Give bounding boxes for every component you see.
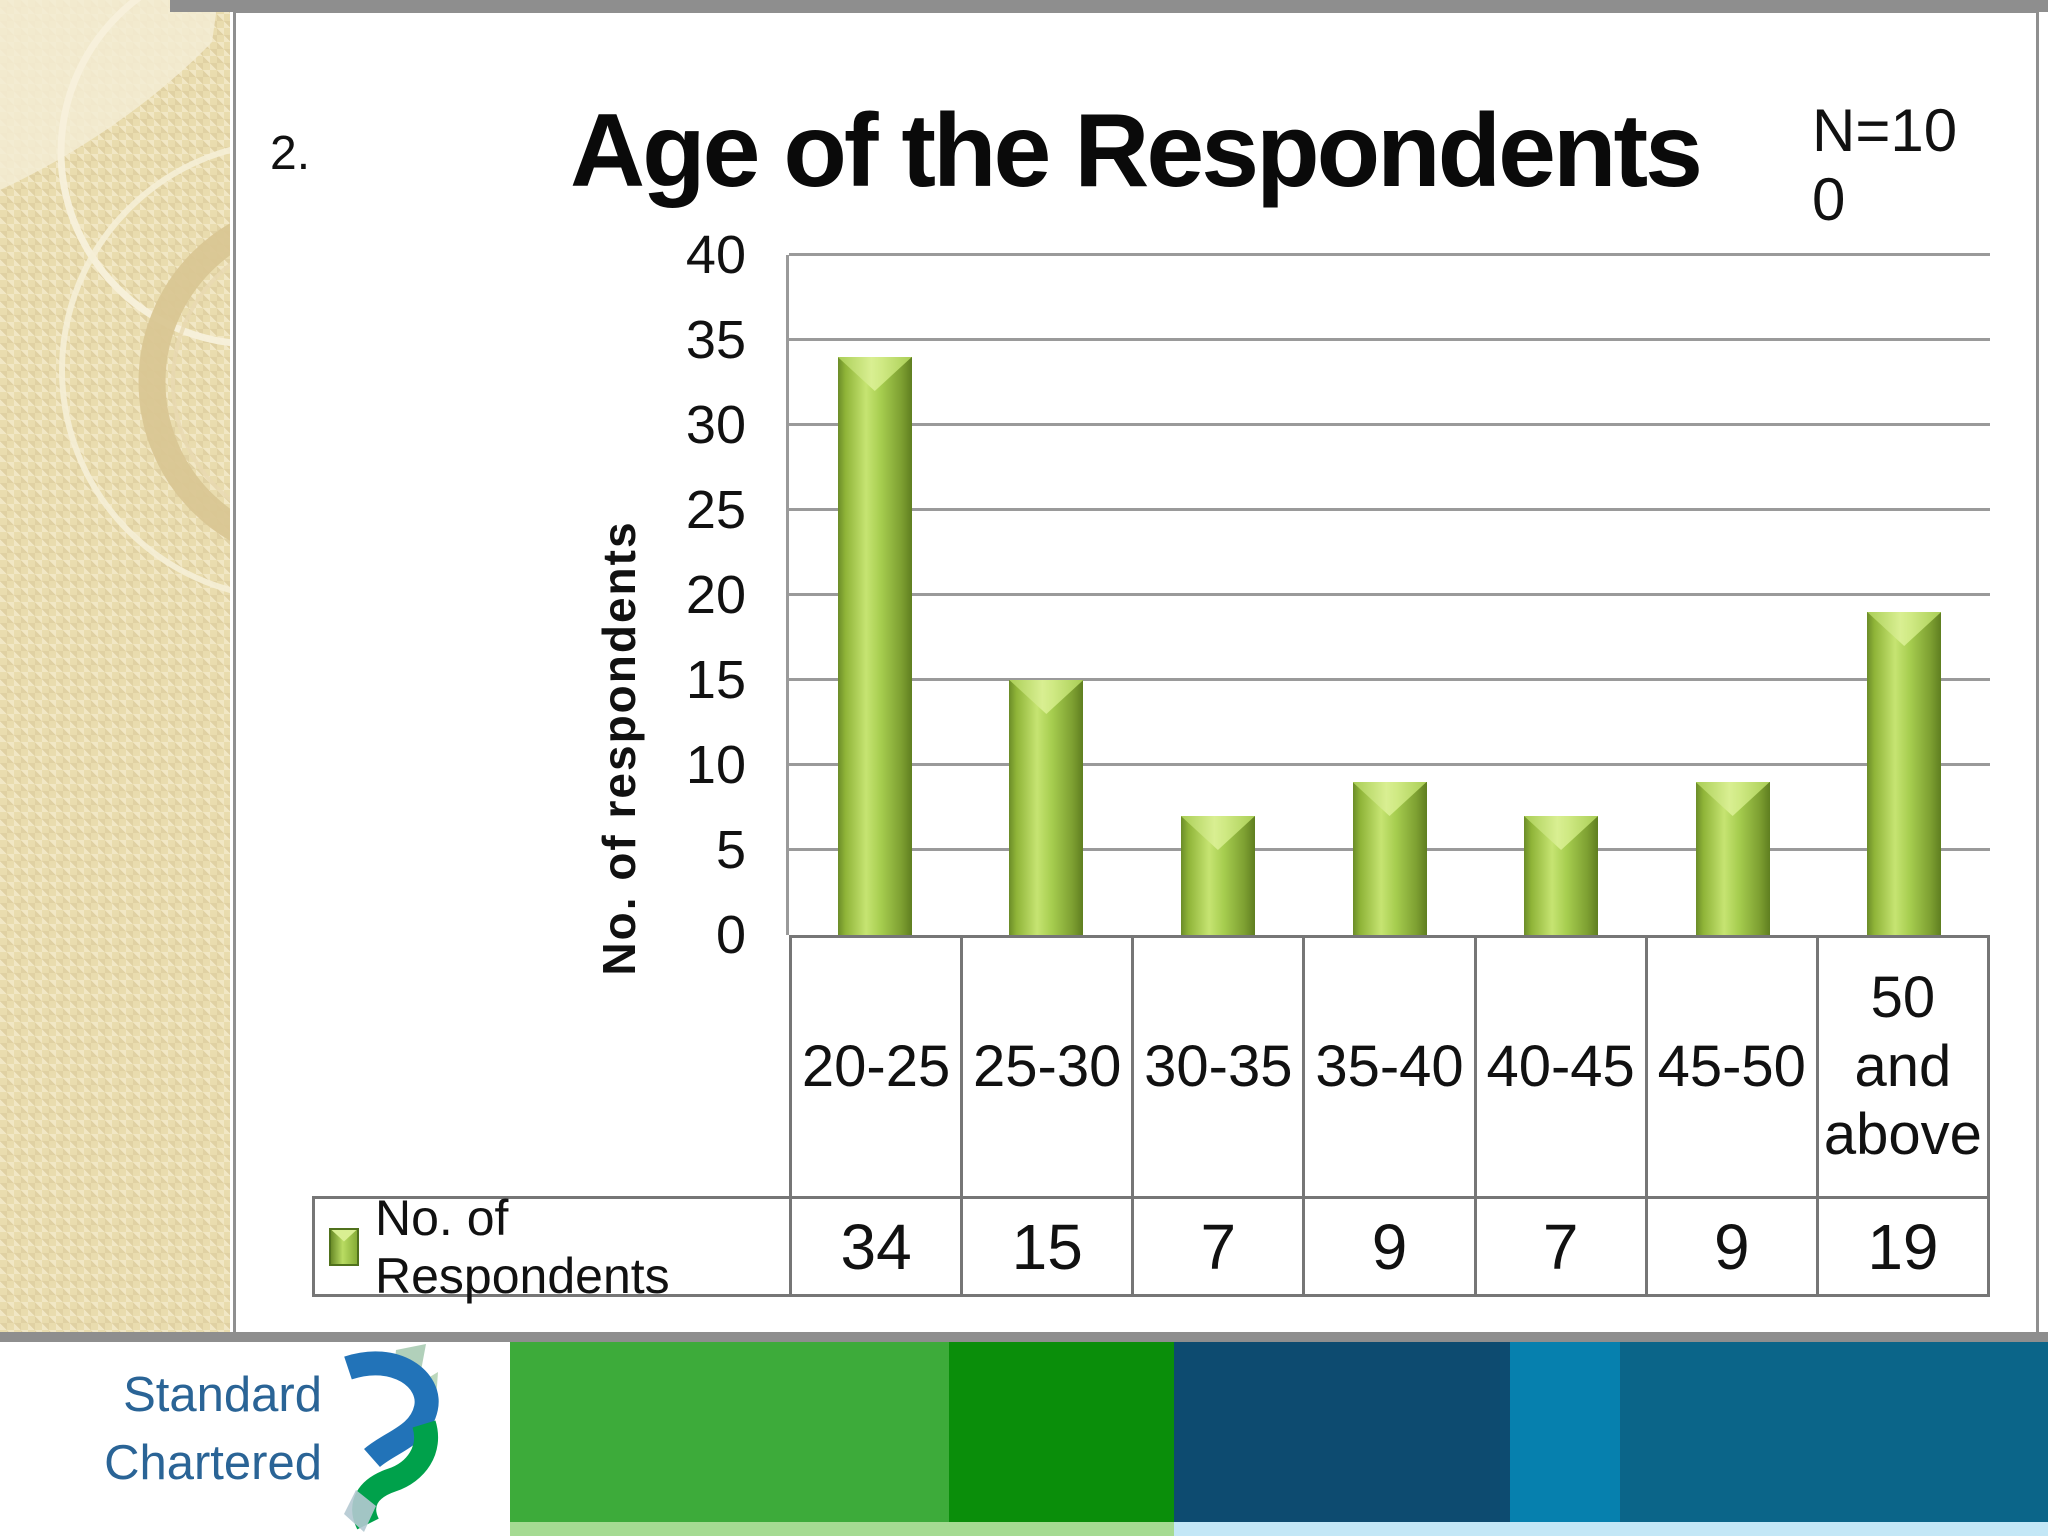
band-strip-pale-green: [510, 1522, 1174, 1536]
category-cell-50-and-above: 50 and above: [1815, 935, 1990, 1196]
light-diagonal-shape: [0, 0, 218, 190]
gridline-40: [789, 253, 1990, 256]
chart-title: Age of the Respondents: [569, 93, 1703, 209]
logo-box: Standard Chartered: [0, 1342, 510, 1536]
gridline-15: [789, 678, 1990, 681]
value-cell-30-35: 7: [1131, 1196, 1303, 1297]
band-segment-green-medium: [510, 1342, 949, 1522]
y-tick-10: 10: [685, 735, 746, 795]
y-tick-15: 15: [685, 650, 746, 710]
category-cell-30-35: 30-35: [1131, 935, 1303, 1196]
bar-top-highlight: [1695, 782, 1770, 816]
sample-size-label: N=10 0: [1812, 96, 1957, 234]
plot-area: [786, 253, 1990, 935]
bar-40-45: [1524, 816, 1599, 935]
bar-25-30: [1009, 680, 1084, 935]
slide-panel: [233, 10, 2039, 1332]
values-row: No. of Respondents 34 15 7 9 7 9 19: [312, 1190, 1990, 1304]
value-cell-50-and-above: 19: [1815, 1196, 1990, 1297]
category-cell-40-45: 40-45: [1473, 935, 1645, 1196]
gridline-10: [789, 763, 1990, 766]
category-cell-20-25: 20-25: [789, 935, 961, 1196]
bar-top-highlight: [837, 357, 912, 391]
brand-wordmark: Standard Chartered: [58, 1362, 322, 1497]
bar-20-25: [837, 357, 912, 935]
category-cell-35-40: 35-40: [1302, 935, 1474, 1196]
bar-top-highlight: [1352, 782, 1427, 816]
brand-line2: Chartered: [104, 1435, 322, 1490]
category-cell-45-50: 45-50: [1644, 935, 1816, 1196]
value-cell-20-25: 34: [789, 1196, 961, 1297]
bar-top-highlight: [1524, 816, 1599, 850]
standard-chartered-logo-mark: [344, 1344, 439, 1532]
bar-45-50: [1695, 782, 1770, 935]
brand-line1: Standard: [123, 1368, 322, 1422]
sample-size-line2: 0: [1812, 166, 1846, 233]
band-segment-teal: [1620, 1342, 2048, 1522]
thick-ring: [138, 223, 230, 541]
band-segment-navy: [1174, 1342, 1510, 1522]
logo-blue-ribbon: [344, 1351, 439, 1468]
y-tick-25: 25: [685, 480, 746, 540]
gridline-35: [789, 338, 1990, 341]
category-cell-25-30: 25-30: [960, 935, 1132, 1196]
value-cell-45-50: 9: [1644, 1196, 1816, 1297]
gridline-25: [789, 508, 1990, 511]
sidebar-circles-graphic: [0, 0, 230, 594]
bar-35-40: [1352, 782, 1427, 935]
y-tick-35: 35: [685, 310, 746, 370]
y-tick-20: 20: [685, 565, 746, 625]
bar-top-highlight: [1009, 680, 1084, 714]
y-tick-0: 0: [715, 905, 746, 965]
y-tick-40: 40: [685, 225, 746, 285]
band-strip-pale-blue: [1174, 1522, 2048, 1536]
top-gray-strip: [170, 0, 2048, 12]
gridline-30: [789, 423, 1990, 426]
band-separator-line: [0, 1332, 2048, 1342]
thin-ring-top: [57, 0, 230, 347]
sample-size-line1: N=10: [1812, 97, 1958, 164]
slide-number: 2.: [270, 127, 311, 180]
bar-50 and above: [1867, 612, 1942, 935]
gridline-20: [789, 593, 1990, 596]
bar-top-highlight: [1867, 612, 1942, 646]
value-cell-25-30: 15: [960, 1196, 1132, 1297]
legend-cell: No. of Respondents: [312, 1190, 789, 1304]
legend-color-swatch-icon: [329, 1227, 359, 1266]
band-segment-blue-light: [1510, 1342, 1620, 1522]
bar-top-highlight: [1180, 816, 1255, 850]
sidebar-decoration: [0, 0, 230, 1332]
value-cell-40-45: 7: [1473, 1196, 1645, 1297]
thin-ring-middle: [59, 146, 230, 594]
thick-ring-inner-line: [171, 262, 230, 502]
legend-label: No. of Respondents: [375, 1189, 670, 1304]
y-axis-line: [786, 255, 789, 935]
category-header-row: 20-25 25-30 30-35 35-40 40-45 45-50 50 and abo…: [789, 935, 1990, 1196]
bar-30-35: [1180, 816, 1255, 935]
logo-pale-chevron-bottom: [344, 1490, 376, 1532]
y-tick-5: 5: [715, 820, 746, 880]
bottom-brand-band: Standard Chartered: [0, 1342, 2048, 1536]
band-segment-green-dark: [949, 1342, 1174, 1522]
y-tick-30: 30: [685, 395, 746, 455]
value-cell-35-40: 9: [1302, 1196, 1474, 1297]
